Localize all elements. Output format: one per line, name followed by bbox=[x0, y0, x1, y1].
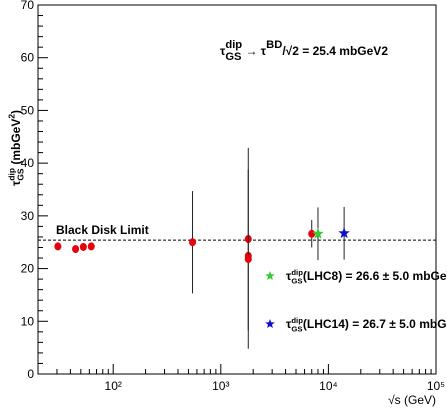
point bbox=[54, 242, 62, 251]
text-part: τ bbox=[9, 180, 23, 186]
legend-marker bbox=[265, 319, 275, 328]
text-part: 2 bbox=[7, 114, 17, 119]
text-part: GS bbox=[291, 324, 302, 333]
y-tick-label: 60 bbox=[21, 51, 35, 65]
text-part: ) bbox=[9, 110, 23, 114]
text-part: GS bbox=[291, 276, 302, 285]
formula: τdip GS → τBD/√2 = 25.4 mbGeV2 bbox=[220, 39, 388, 63]
x-tick-label: 10² bbox=[105, 379, 122, 393]
point bbox=[87, 242, 95, 251]
y-tick-label: 30 bbox=[21, 209, 35, 223]
x-tick-label: 10³ bbox=[212, 379, 229, 393]
legend-marker bbox=[265, 271, 275, 280]
text-part: τ bbox=[286, 317, 292, 331]
star-point bbox=[312, 227, 324, 239]
text-part: (LHC8) = 26.6 ± 5.0 mbGeV bbox=[303, 269, 447, 283]
text-part: GS bbox=[225, 51, 242, 63]
y-tick-label: 50 bbox=[21, 103, 35, 117]
text-part: dip bbox=[291, 316, 303, 325]
plot-frame bbox=[37, 4, 437, 375]
point bbox=[72, 245, 80, 254]
y-tick-label: 0 bbox=[27, 367, 34, 381]
text-part: /√2 = 25.4 mbGeV bbox=[282, 44, 381, 58]
text-part: dip bbox=[7, 168, 17, 181]
text-part: GS bbox=[16, 168, 26, 181]
y-tick-label: 40 bbox=[21, 156, 35, 170]
y-tick-label: 20 bbox=[21, 262, 35, 276]
text-part: → τ bbox=[242, 44, 267, 58]
text-part: BD bbox=[266, 39, 282, 51]
legend-entry: τdipGS(LHC8) = 26.6 ± 5.0 mbGeV2 bbox=[286, 268, 447, 285]
text-part: τ bbox=[220, 44, 226, 58]
y-axis-label: τdipGS (mbGeV2) bbox=[7, 110, 26, 186]
text-part: 2 bbox=[381, 44, 388, 58]
x-tick-label: 10⁴ bbox=[319, 379, 338, 393]
legend-entry: τdipGS(LHC14) = 26.7 ± 5.0 mbGeV2 bbox=[286, 316, 447, 333]
star-point bbox=[338, 227, 350, 239]
point bbox=[189, 238, 197, 247]
x-axis-label: √s (GeV) bbox=[388, 393, 436, 407]
text-part: (mbGeV bbox=[9, 119, 23, 168]
x-tick-label: 10⁵ bbox=[427, 379, 445, 393]
point bbox=[308, 229, 316, 238]
text-part: τ bbox=[286, 269, 292, 283]
text-part: dip bbox=[225, 39, 242, 51]
reference-label: Black Disk Limit bbox=[56, 223, 149, 237]
y-tick-label: 10 bbox=[21, 314, 35, 328]
point bbox=[244, 255, 252, 264]
point bbox=[79, 242, 87, 251]
text-part: (LHC14) = 26.7 ± 5.0 mbGeV bbox=[303, 317, 447, 331]
y-tick-label: 70 bbox=[21, 0, 35, 12]
text-part: dip bbox=[291, 268, 303, 277]
